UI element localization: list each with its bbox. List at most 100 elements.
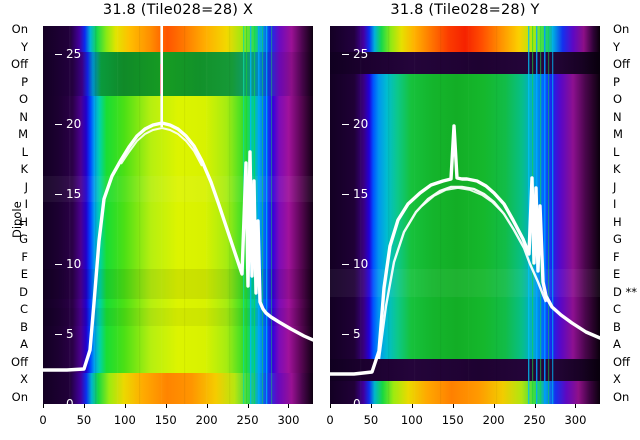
category-label-right-19: Off — [613, 354, 630, 369]
panel-y-xtickmark-50 — [370, 404, 372, 408]
white-spike-column — [160, 26, 163, 127]
panel-x-xtickmark-100 — [124, 404, 126, 408]
panel-y-ytick-5: 5 — [342, 327, 361, 341]
panel-x-ytick-15: 15 — [55, 187, 81, 201]
profile-trace-y-third — [421, 187, 503, 213]
panel-y-canvas — [330, 26, 600, 404]
category-label-left-15: D — [19, 284, 28, 299]
panel-x-xtickmark-150 — [165, 404, 167, 408]
panel-x-xaxis: 0 50 100 150 200 250 300 — [39, 404, 313, 434]
panel-x-xtickmark-50 — [83, 404, 85, 408]
panel-x-xtickmark-0 — [43, 404, 44, 408]
panel-x-inner-yticks: 25 20 15 10 5 0 — [55, 26, 115, 404]
panel-y-ytick-15: 15 — [342, 187, 368, 201]
panel-x-xtick-100: 100 — [113, 413, 136, 427]
panel-y-xtick-100: 100 — [400, 413, 423, 427]
category-label-right-14: E — [613, 267, 621, 282]
panel-x-ytick-5: 5 — [55, 327, 74, 341]
left-category-axis: On Y Off P O N M L K J I H G F E D C B A Off X On — [0, 22, 30, 404]
profile-trace-x — [43, 121, 313, 372]
panel-y-xtickmark-300 — [575, 404, 577, 408]
category-label-left-4: O — [18, 92, 28, 107]
category-label-left-16: C — [19, 302, 28, 317]
category-label-left-1: Y — [20, 39, 28, 54]
category-label-right-13: F — [613, 249, 620, 264]
category-label-left-19: Off — [11, 354, 28, 369]
category-label-left-11: H — [19, 214, 28, 229]
category-label-left-0: On — [11, 22, 28, 36]
category-label-left-9: J — [24, 179, 28, 194]
category-label-right-10: I — [613, 197, 617, 212]
panel-y-xtick-0: 0 — [326, 413, 334, 427]
panel-x-xtick-50: 50 — [76, 413, 92, 427]
category-label-left-10: I — [24, 197, 28, 212]
panel-y-heatmap: 25 20 15 10 5 0 — [330, 26, 600, 404]
panel-x-canvas — [43, 26, 313, 404]
category-label-right-17: B — [613, 319, 621, 334]
category-label-right-9: J — [613, 179, 617, 194]
category-label-left-12: G — [19, 232, 28, 247]
category-label-right-7: L — [613, 144, 620, 159]
panel-y-title: 31.8 (Tile028=28) Y — [390, 2, 540, 18]
panel-y-xtick-50: 50 — [363, 413, 379, 427]
panel-x-xtick-0: 0 — [39, 413, 47, 427]
panel-x-xtick-200: 200 — [195, 413, 218, 427]
panel-x-ytick-20: 20 — [55, 117, 81, 131]
panel-y-xtick-250: 250 — [523, 413, 546, 427]
panel-y-ytick-10: 10 — [342, 257, 368, 271]
category-label-right-4: O — [613, 92, 623, 107]
category-label-right-3: P — [613, 74, 620, 89]
panel-y-ytick-25: 25 — [342, 47, 368, 61]
category-label-left-18: A — [20, 337, 28, 352]
panel-x-ytick-0: 0 — [55, 397, 74, 404]
profile-trace-y-second — [377, 185, 548, 360]
panel-x-ytick-25: 25 — [55, 47, 81, 61]
panel-x-heatmap: 25 20 15 10 5 0 — [43, 26, 313, 404]
panel-y-inner-yticks: 25 20 15 10 5 0 — [342, 26, 402, 404]
category-label-right-2: Off — [613, 57, 630, 72]
panel-y-xtickmark-0 — [330, 404, 331, 408]
panel-y-xtickmark-200 — [493, 404, 495, 408]
category-label-left-8: K — [20, 162, 28, 177]
panel-x-ytick-10: 10 — [55, 257, 81, 271]
panel-y-xaxis: 0 50 100 150 200 250 300 — [326, 404, 600, 434]
panel-y-ytick-0: 0 — [342, 397, 361, 404]
category-label-right-11: H — [613, 214, 622, 229]
profile-trace-y — [330, 124, 600, 376]
category-label-right-21: On — [613, 390, 630, 404]
panel-x-xtickmark-200 — [206, 404, 208, 408]
panel-x-xtickmark-250 — [247, 404, 249, 408]
panel-y-xtick-150: 150 — [441, 413, 464, 427]
panel-x-xtickmark-300 — [288, 404, 290, 408]
category-label-right-16: C — [613, 302, 622, 317]
category-label-left-2: Off — [11, 57, 28, 72]
category-label-right-8: K — [613, 162, 621, 177]
panel-x-xtick-300: 300 — [277, 413, 300, 427]
panel-x-title: 31.8 (Tile028=28) X — [102, 2, 254, 18]
panel-y-xtick-300: 300 — [564, 413, 587, 427]
category-label-left-20: X — [20, 372, 28, 387]
category-label-left-17: B — [20, 319, 28, 334]
category-label-right-5: N — [613, 109, 622, 124]
category-label-right-6: M — [613, 127, 623, 142]
panel-y-xtickmark-250 — [534, 404, 536, 408]
panel-y-xtickmark-150 — [452, 404, 454, 408]
panel-y-xtickmark-100 — [411, 404, 413, 408]
right-category-axis: On Y Off P O N M L K J I H G F E D ** C B A Off X On — [611, 22, 640, 404]
category-label-right-12: G — [613, 232, 622, 247]
category-label-right-18: A — [613, 337, 621, 352]
category-label-left-14: E — [20, 267, 28, 282]
profile-trace-x-ripple — [120, 126, 203, 167]
category-label-right-20: X — [613, 372, 621, 387]
panel-x-xtick-150: 150 — [154, 413, 177, 427]
category-label-right-15: D ** — [613, 284, 638, 299]
panel-y-ytick-20: 20 — [342, 117, 368, 131]
category-label-left-3: P — [21, 74, 28, 89]
category-label-left-6: M — [18, 127, 28, 142]
category-label-left-5: N — [19, 109, 28, 124]
category-label-left-7: L — [21, 144, 28, 159]
panel-y-xtick-200: 200 — [482, 413, 505, 427]
category-label-right-1: Y — [613, 39, 621, 54]
category-label-right-0: On — [613, 22, 630, 36]
